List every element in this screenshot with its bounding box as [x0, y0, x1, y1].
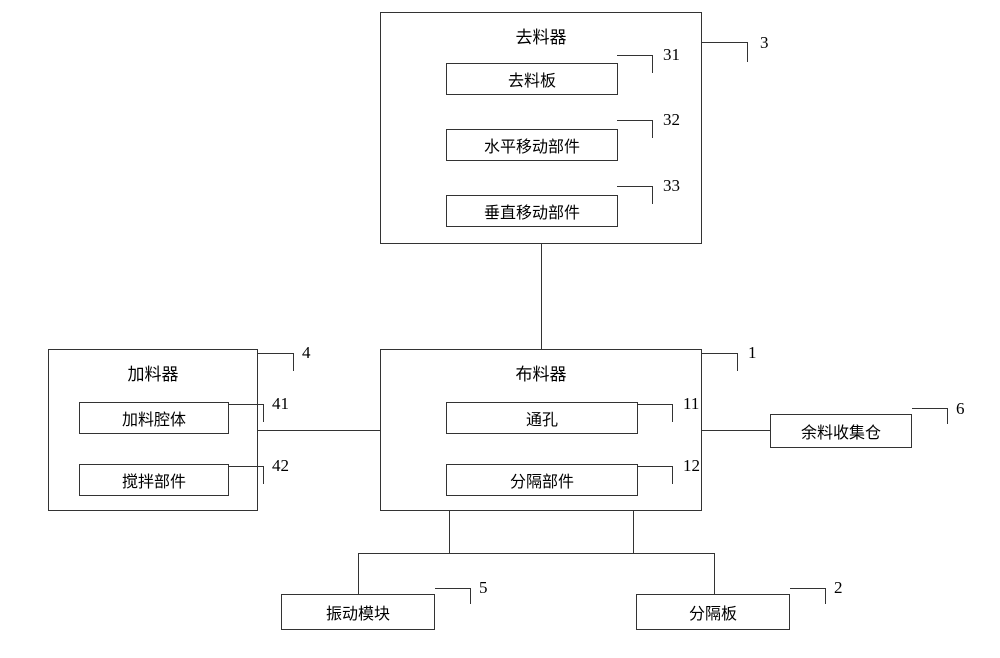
conn-dist-down-left — [449, 511, 450, 553]
num-31: 31 — [663, 45, 680, 65]
vert-move-label: 垂直移动部件 — [484, 199, 580, 223]
callout-4 — [258, 353, 294, 371]
horiz-move-label: 水平移动部件 — [484, 133, 580, 157]
conn-dist-horiz — [449, 553, 633, 554]
conn-dist-down-right — [633, 511, 634, 553]
through-hole-label: 通孔 — [526, 406, 558, 430]
separator-plate-box: 分隔板 — [636, 594, 790, 630]
num-33: 33 — [663, 176, 680, 196]
conn-to-sep — [714, 553, 715, 594]
distributor-box: 布料器 通孔 分隔部件 — [380, 349, 702, 511]
vibration-box: 振动模块 — [281, 594, 435, 630]
callout-32 — [617, 120, 653, 138]
remover-title: 去料器 — [381, 23, 701, 48]
num-11: 11 — [683, 394, 699, 414]
num-41: 41 — [272, 394, 289, 414]
num-2: 2 — [834, 578, 843, 598]
residual-bin-label: 余料收集仓 — [801, 419, 881, 443]
num-6: 6 — [956, 399, 965, 419]
callout-6 — [912, 408, 948, 424]
callout-3 — [702, 42, 748, 62]
callout-41 — [228, 404, 264, 422]
vibration-label: 振动模块 — [326, 600, 390, 624]
separator-plate-label: 分隔板 — [689, 600, 737, 624]
callout-11 — [637, 404, 673, 422]
residual-bin-box: 余料收集仓 — [770, 414, 912, 448]
num-12: 12 — [683, 456, 700, 476]
callout-5 — [435, 588, 471, 604]
separator-part-box: 分隔部件 — [446, 464, 638, 496]
conn-horiz-to-sep — [633, 553, 715, 554]
callout-2 — [790, 588, 826, 604]
conn-horiz-to-vib — [358, 553, 450, 554]
stir-part-box: 搅拌部件 — [79, 464, 229, 496]
callout-42 — [228, 466, 264, 484]
num-32: 32 — [663, 110, 680, 130]
remover-plate-label: 去料板 — [508, 67, 556, 91]
feed-cavity-label: 加料腔体 — [122, 406, 186, 430]
stir-part-label: 搅拌部件 — [122, 468, 186, 492]
distributor-title: 布料器 — [381, 360, 701, 385]
conn-remover-distributor — [541, 244, 542, 349]
callout-12 — [637, 466, 673, 484]
num-1: 1 — [748, 343, 757, 363]
horiz-move-box: 水平移动部件 — [446, 129, 618, 161]
through-hole-box: 通孔 — [446, 402, 638, 434]
conn-distributor-residual — [702, 430, 770, 431]
feeder-box: 加料器 加料腔体 搅拌部件 — [48, 349, 258, 511]
callout-33 — [617, 186, 653, 204]
remover-box: 去料器 去料板 水平移动部件 垂直移动部件 — [380, 12, 702, 244]
conn-feeder-distributor — [258, 430, 380, 431]
separator-part-label: 分隔部件 — [510, 468, 574, 492]
remover-plate-box: 去料板 — [446, 63, 618, 95]
num-42: 42 — [272, 456, 289, 476]
callout-31 — [617, 55, 653, 73]
vert-move-box: 垂直移动部件 — [446, 195, 618, 227]
num-4: 4 — [302, 343, 311, 363]
conn-to-vibration — [358, 553, 359, 594]
num-3: 3 — [760, 33, 769, 53]
num-5: 5 — [479, 578, 488, 598]
feeder-title: 加料器 — [49, 360, 257, 385]
feed-cavity-box: 加料腔体 — [79, 402, 229, 434]
callout-1 — [702, 353, 738, 371]
